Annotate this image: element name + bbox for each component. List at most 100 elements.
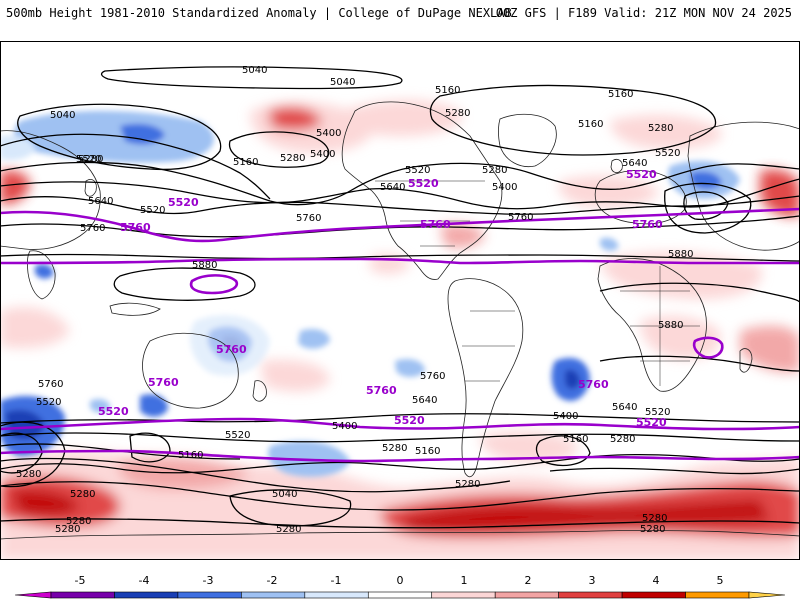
contour-5880-pacific: [113, 267, 256, 301]
anomaly-negative-aleutian: [14, 110, 214, 163]
coast-uk: [610, 159, 623, 173]
highlight-contour-label: 5760: [578, 378, 609, 391]
contour-label: 5760: [296, 213, 321, 224]
anomaly-negative-south-indian: [140, 394, 168, 417]
anomaly-positive-east-asia: [0, 170, 30, 205]
contour-label: 5040: [50, 110, 75, 121]
anomaly-positive-north-pacific-core: [268, 106, 322, 131]
contour-label: 5280: [642, 513, 667, 524]
contour-labels: 5040 5040 5040 5040 5160 5160 5160 5160 …: [16, 65, 693, 535]
anomaly-negative-siberia: [0, 135, 35, 161]
map-title: 500mb Height 1981-2010 Standardized Anom…: [6, 6, 512, 20]
anomaly-negative-south-pacific-b: [395, 359, 425, 377]
contour-5160-north: [0, 133, 271, 200]
anomaly-negative-aleutian-core: [120, 123, 165, 145]
contour-5880-atlantic: [599, 282, 800, 304]
highlight-contour-label: 5520: [394, 414, 425, 427]
contour-label: 5640: [412, 395, 437, 406]
coast-new-zealand: [252, 380, 267, 402]
coast-indonesia: [109, 302, 161, 316]
contour-ring-nw: [228, 131, 330, 168]
highlight-contour-labels: 5520 5520 5520 5520 5520 5520 5760 5760 …: [98, 168, 667, 429]
contour-5280-north: [0, 161, 800, 206]
contour-label: 5880: [658, 320, 683, 331]
contour-label: 5640: [612, 402, 637, 413]
colorbar-tick-label: 3: [589, 574, 596, 587]
colorbar: -5 -4 -3 -2 -1 0 1 2 3 4 5: [14, 574, 786, 599]
coast-south-america: [447, 278, 524, 478]
colorbar-tick-label: -5: [75, 574, 86, 587]
colorbar-arrow-high: [748, 591, 786, 599]
map-header: 500mb Height 1981-2010 Standardized Anom…: [0, 0, 800, 28]
anomaly-positive-indian-west: [0, 307, 70, 348]
contour-label: 5400: [332, 421, 357, 432]
contour-5400-low-south-atlantic: [535, 435, 591, 467]
coast-asia-east: [687, 121, 800, 251]
contour-label: 5520: [655, 148, 680, 159]
anomaly-positive-gulf: [440, 224, 485, 248]
contour-label: 5760: [38, 379, 63, 390]
anomaly-positive-southern-max: [400, 499, 770, 532]
anomaly-negative-equatorial-a: [90, 398, 111, 413]
contour-5040-arctic: [100, 66, 403, 90]
contour-label: 5640: [88, 196, 113, 207]
anomaly-positive-atlantic: [558, 175, 660, 208]
contour-label: 5160: [435, 85, 460, 96]
contour-label: 5280: [610, 434, 635, 445]
contour-5520-purple-north: [0, 207, 800, 243]
coast-africa: [597, 258, 707, 392]
contour-label: 5280: [276, 524, 301, 535]
colorbar-swatch: [431, 591, 496, 599]
contour-label: 5400: [310, 149, 335, 160]
world-map[interactable]: 5040 5040 5040 5040 5160 5160 5160 5160 …: [0, 41, 800, 560]
colorbar-tick-label: -2: [267, 574, 278, 587]
contour-label: 5040: [272, 489, 297, 500]
contour-label: 5160: [415, 446, 440, 457]
highlight-contour-label: 5760: [120, 221, 151, 234]
highlight-contour-label: 5520: [636, 416, 667, 429]
contour-label: 5160: [178, 450, 203, 461]
anomaly-negative-tasman-halo: [190, 315, 270, 376]
contour-label: 5760: [508, 212, 533, 223]
contour-5160-ring: [429, 84, 717, 156]
anomaly-negative-south-atlantic-core: [565, 369, 580, 389]
contour-label: 5160: [608, 89, 633, 100]
anomaly-negative-southwest-low-core: [5, 409, 45, 440]
country-borders-africa: [620, 266, 700, 386]
contour-label: 5040: [242, 65, 267, 76]
model-run-info: 00Z GFS | F189 Valid: 21Z MON NOV 24 202…: [495, 6, 792, 20]
contour-5520-north: [0, 195, 800, 215]
colorbar-tick-label: -1: [331, 574, 342, 587]
contour-5880-purple-africa: [692, 336, 724, 359]
contour-label: 5280: [445, 108, 470, 119]
contour-label: 5520: [140, 205, 165, 216]
highlight-contour-label: 5520: [98, 405, 129, 418]
contour-label: 5400: [316, 128, 341, 139]
coast-asia-west: [0, 130, 101, 250]
highlight-contour-label: 5760: [420, 218, 451, 231]
contour-label: 5160: [233, 157, 258, 168]
contour-5760-north: [0, 253, 800, 262]
colorbar-swatch: [494, 591, 559, 599]
highlight-contour-label: 5520: [626, 168, 657, 181]
contour-label: 5280: [455, 479, 480, 490]
contour-label: 5280: [55, 524, 80, 535]
highlight-contour-label: 5760: [632, 218, 663, 231]
contour-label: 5280: [66, 516, 91, 527]
contour-label: 5520: [405, 165, 430, 176]
map-panel[interactable]: 5040 5040 5040 5040 5160 5160 5160 5160 …: [0, 41, 800, 560]
contour-label: 5280: [482, 165, 507, 176]
contour-label: 5280: [78, 154, 103, 165]
colorbar-tick-label: -4: [139, 574, 150, 587]
contour-label: 5280: [280, 153, 305, 164]
highlight-contour-label: 5760: [216, 343, 247, 356]
anomaly-positive-south-atlantic: [479, 430, 580, 463]
highlight-contour-label: 5520: [408, 177, 439, 190]
contour-5160-south: [0, 457, 511, 493]
coast-antarctica: [0, 530, 800, 540]
highlight-contour-label: 5760: [366, 384, 397, 397]
contour-5520-purple-south: [0, 449, 800, 463]
colorbar-swatch: [50, 591, 115, 599]
contour-5040-pacific: [17, 103, 222, 171]
anomaly-positive-sw-core: [10, 489, 80, 517]
